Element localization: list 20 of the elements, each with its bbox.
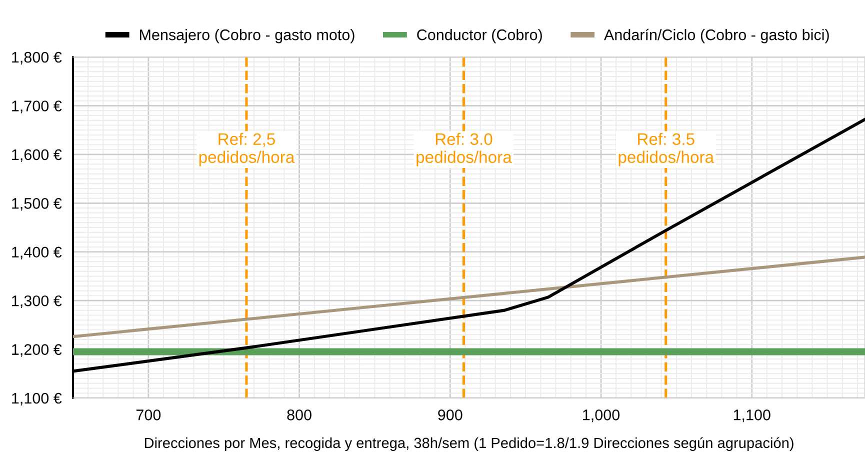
y-tick-label: 1,400 € <box>12 246 62 260</box>
y-tick-label: 1,700 € <box>12 100 62 114</box>
annotation: Ref: 2,5 pedidos/hora <box>199 132 295 166</box>
y-tick-label: 1,500 € <box>12 198 62 211</box>
legend-label: Mensajero (Cobro - gasto moto) <box>140 29 354 44</box>
x-axis-title: Direcciones por Mes, recogida y entrega, 38h/sem (1 Pedido=1.8/1.9 Direcciones según agrupación) <box>144 437 794 452</box>
y-tick-label: 1,300 € <box>12 295 62 308</box>
annotation: Ref: 3.5 pedidos/hora <box>618 132 714 166</box>
x-tick-label: 800 <box>287 410 312 420</box>
x-tick-label: 700 <box>136 410 161 420</box>
y-tick-label: 1,600 € <box>12 149 62 162</box>
x-tick-label: 1,100 <box>734 410 770 422</box>
x-tick-label: 900 <box>438 410 462 420</box>
annotation: Ref: 3.0 pedidos/hora <box>416 132 512 166</box>
x-tick-label: 1,000 <box>583 410 620 422</box>
y-tick-label: 1,200 € <box>12 344 62 357</box>
legend-label: Andarín/Ciclo (Cobro - gasto bici) <box>604 28 829 44</box>
y-tick-label: 1,100 € <box>12 392 62 406</box>
legend-label: Conductor (Cobro) <box>417 29 542 44</box>
y-tick-label: 1,800 € <box>12 52 62 64</box>
